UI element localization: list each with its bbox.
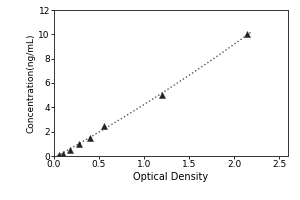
Point [56, 153, 61, 156]
Point [160, 94, 164, 97]
Point [245, 33, 250, 36]
Point [61, 152, 65, 155]
Point [77, 142, 82, 145]
Point [101, 124, 106, 127]
Point [88, 136, 92, 139]
Point [68, 148, 73, 152]
Y-axis label: Concentration(ng/mL): Concentration(ng/mL) [27, 33, 36, 133]
X-axis label: Optical Density: Optical Density [134, 172, 208, 182]
